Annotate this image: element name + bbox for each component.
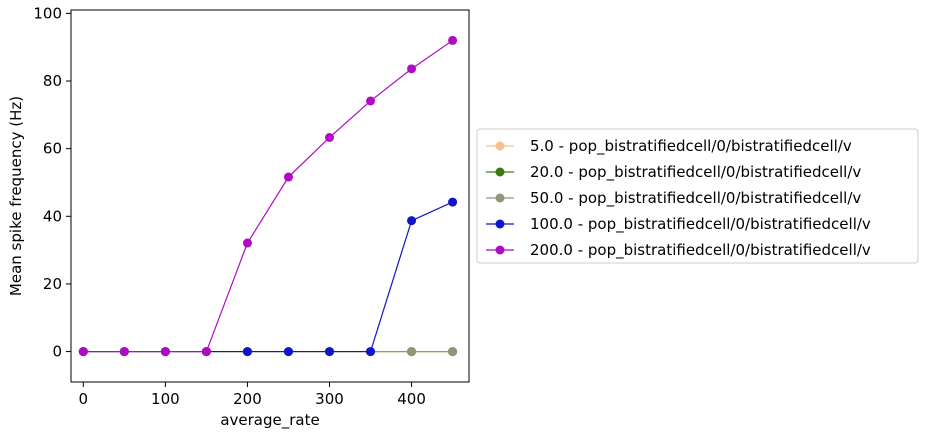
y-axis-ticks: 0 20 40 60 80 100: [33, 4, 71, 361]
x-axis-label: average_rate: [220, 411, 319, 430]
x-tick-label: 0: [79, 390, 89, 408]
data-point: [160, 347, 170, 357]
y-tick-label: 100: [33, 4, 62, 22]
legend-entry: 5.0 - pop_bistratifiedcell/0/bistratifie…: [486, 137, 852, 156]
data-point: [407, 216, 417, 226]
data-point: [242, 238, 252, 248]
legend-frame: [476, 128, 919, 264]
data-point: [201, 347, 211, 357]
legend-marker: [495, 167, 505, 177]
legend-label: 100.0 - pop_bistratifiedcell/0/bistratif…: [530, 215, 871, 234]
series-3: [78, 197, 458, 357]
x-tick-label: 400: [397, 390, 426, 408]
data-point: [119, 347, 129, 357]
legend-entry: 20.0 - pop_bistratifiedcell/0/bistratifi…: [486, 163, 861, 182]
x-tick-label: 100: [151, 390, 180, 408]
legend-marker: [495, 193, 505, 203]
plot-frame: [70, 9, 470, 383]
legend: 5.0 - pop_bistratifiedcell/0/bistratifie…: [476, 128, 919, 264]
legend-marker: [495, 245, 505, 255]
data-point: [448, 197, 458, 207]
data-point: [448, 347, 458, 357]
x-axis-ticks: 0 100 200 300 400: [79, 382, 426, 408]
y-tick-label: 20: [43, 275, 62, 293]
y-tick-label: 0: [52, 343, 62, 361]
x-tick-label: 200: [233, 390, 262, 408]
legend-entry: 50.0 - pop_bistratifiedcell/0/bistratifi…: [486, 189, 861, 208]
y-tick-label: 80: [43, 72, 62, 90]
series-line: [83, 201, 453, 353]
y-tick-label: 60: [43, 140, 62, 158]
data-point: [283, 172, 293, 182]
legend-label: 5.0 - pop_bistratifiedcell/0/bistratifie…: [530, 137, 852, 156]
legend-entry: 100.0 - pop_bistratifiedcell/0/bistratif…: [486, 215, 871, 234]
series-layer: [78, 35, 458, 357]
x-tick-label: 300: [315, 390, 344, 408]
data-point: [448, 35, 458, 45]
legend-label: 20.0 - pop_bistratifiedcell/0/bistratifi…: [530, 163, 861, 182]
legend-marker: [495, 141, 505, 151]
data-point: [283, 347, 293, 357]
legend-entry: 200.0 - pop_bistratifiedcell/0/bistratif…: [486, 241, 871, 260]
y-axis-label: Mean spike frequency (Hz): [7, 96, 25, 296]
data-point: [324, 347, 334, 357]
legend-label: 200.0 - pop_bistratifiedcell/0/bistratif…: [530, 241, 871, 260]
data-point: [78, 347, 88, 357]
data-point: [324, 132, 334, 142]
series-4: [78, 35, 458, 357]
data-point: [242, 347, 252, 357]
legend-items: 5.0 - pop_bistratifiedcell/0/bistratifie…: [486, 137, 871, 260]
data-point: [366, 347, 376, 357]
y-tick-label: 40: [43, 207, 62, 225]
data-point: [407, 64, 417, 74]
legend-marker: [495, 219, 505, 229]
data-point: [366, 96, 376, 106]
legend-label: 50.0 - pop_bistratifiedcell/0/bistratifi…: [530, 189, 861, 208]
data-point: [407, 347, 417, 357]
series-line: [83, 39, 453, 353]
